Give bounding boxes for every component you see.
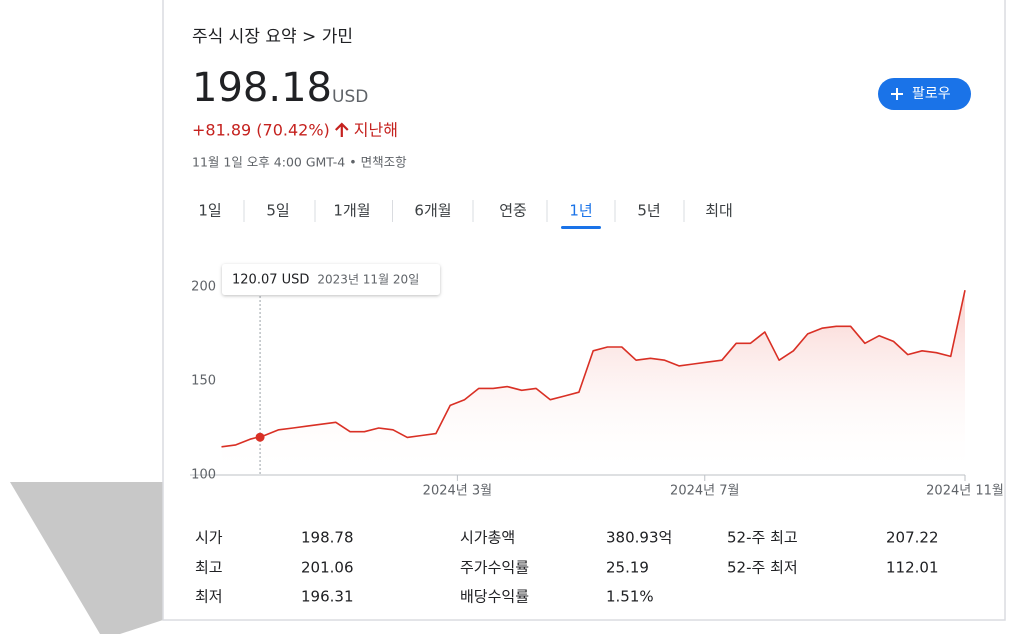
change-period: 지난해 (354, 121, 398, 140)
y-tick-label: 200 (191, 279, 216, 294)
stat-value: 112.01 (886, 559, 939, 577)
card (162, 0, 1006, 621)
price-change: +81.89 (70.42%) (192, 121, 330, 140)
x-tick-label: 2024년 7월 (670, 484, 739, 499)
tab-underline (561, 226, 601, 229)
timestamp: 11월 1일 오후 4:00 GMT-4 • 면책조항 (192, 155, 407, 170)
card-shadow (10, 482, 163, 634)
stat-label: 주가수익률 (460, 559, 529, 577)
y-tick-label: 150 (191, 373, 216, 388)
hover-point (255, 432, 265, 442)
stat-value: 380.93억 (606, 529, 672, 547)
x-tick-label: 2024년 3월 (423, 484, 492, 499)
stat-label: 최저 (195, 588, 223, 606)
plus-icon (891, 88, 903, 100)
tooltip-box (222, 264, 440, 295)
range-tab[interactable]: 5일 (266, 202, 289, 220)
range-tab[interactable]: 6개월 (414, 202, 451, 220)
stat-value: 1.51% (606, 588, 654, 606)
range-tab[interactable]: 최대 (705, 202, 733, 220)
tooltip: 120.07 USD 2023년 11월 20일 (222, 264, 440, 295)
stat-label: 52-주 최고 (727, 529, 798, 547)
stat-label: 시가총액 (460, 529, 515, 547)
follow-button-bg[interactable] (878, 78, 971, 110)
range-tab[interactable]: 1년 (569, 202, 592, 220)
up-arrow-icon (335, 122, 349, 137)
stat-value: 25.19 (606, 559, 649, 577)
stat-label: 배당수익률 (460, 588, 529, 606)
stat-value: 198.78 (301, 529, 354, 547)
range-tab[interactable]: 1개월 (333, 202, 370, 220)
stat-label: 시가 (195, 529, 223, 547)
range-tab[interactable]: 1일 (198, 202, 221, 220)
stat-value: 201.06 (301, 559, 354, 577)
stat-value: 207.22 (886, 529, 939, 547)
y-tick-label: 100 (191, 468, 216, 483)
breadcrumb: 주식 시장 요약 > 가민 (192, 27, 353, 47)
price-line (221, 290, 966, 448)
x-tick-label: 2024년 11월 (926, 484, 1004, 499)
tooltip-date: 2023년 11월 20일 (317, 273, 419, 287)
follow-button[interactable]: 팔로우 (878, 78, 971, 110)
follow-label[interactable]: 팔로우 (912, 86, 951, 102)
stat-label: 최고 (195, 559, 223, 577)
range-tab[interactable]: 연중 (499, 202, 527, 220)
stat-value: 196.31 (301, 588, 354, 606)
area-fill (221, 290, 965, 475)
stat-label: 52-주 최저 (727, 559, 798, 577)
range-tab[interactable]: 5년 (637, 202, 660, 220)
currency: USD (332, 87, 368, 107)
price: 198.18 (192, 65, 332, 111)
tooltip-value: 120.07 USD (232, 273, 309, 288)
